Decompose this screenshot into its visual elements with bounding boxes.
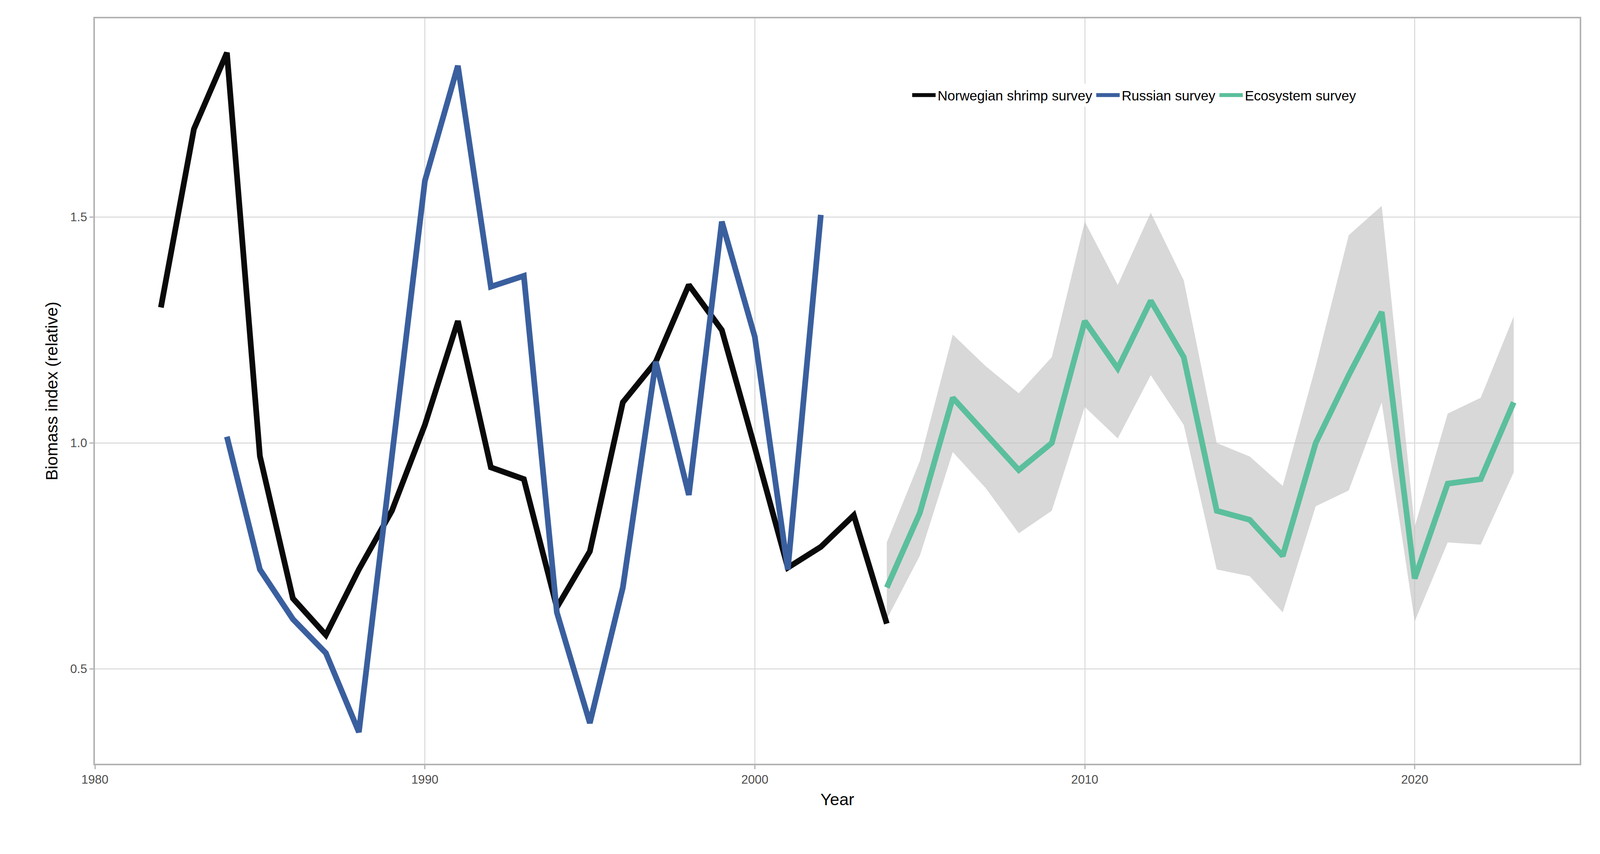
svg-text:2020: 2020 xyxy=(1401,772,1429,786)
svg-text:Norwegian shrimp survey: Norwegian shrimp survey xyxy=(937,87,1093,104)
svg-text:Year: Year xyxy=(820,789,855,809)
svg-text:1990: 1990 xyxy=(411,772,439,786)
svg-text:1.5: 1.5 xyxy=(70,210,88,224)
svg-text:2000: 2000 xyxy=(741,772,769,786)
svg-text:1980: 1980 xyxy=(81,772,109,786)
svg-text:Biomass index (relative): Biomass index (relative) xyxy=(42,301,61,481)
svg-text:Russian survey: Russian survey xyxy=(1121,87,1216,104)
svg-text:2010: 2010 xyxy=(1071,772,1099,786)
svg-text:1.0: 1.0 xyxy=(70,435,88,450)
svg-text:0.5: 0.5 xyxy=(70,661,88,676)
svg-text:Ecosystem survey: Ecosystem survey xyxy=(1244,87,1357,104)
